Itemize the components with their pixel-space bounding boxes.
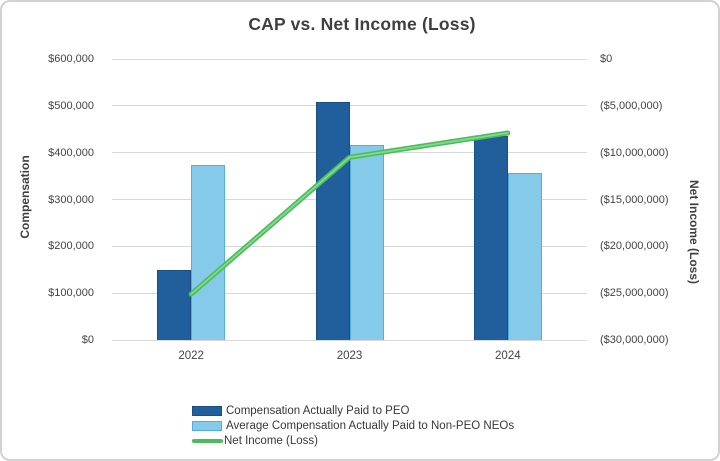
right-axis-tick-label: ($5,000,000) (600, 99, 663, 112)
gridline (112, 58, 587, 60)
legend-label-avg-cap-non-peo: Average Compensation Actually Paid to No… (226, 419, 515, 432)
legend: Compensation Actually Paid to PEO Averag… (192, 403, 514, 448)
left-axis-tick-label: $500,000 (48, 99, 94, 112)
gridline (112, 339, 587, 341)
right-axis-title: Net Income (Loss) (687, 179, 701, 284)
legend-item-net-income: Net Income (Loss) (192, 433, 514, 448)
chart-title: CAP vs. Net Income (Loss) (248, 14, 476, 34)
left-axis-tick-label: $0 (81, 334, 94, 346)
bar (315, 102, 350, 340)
bar (349, 144, 384, 340)
bar (157, 269, 192, 340)
legend-swatch-avg-cap-non-peo (192, 420, 222, 431)
x-axis-label: 2022 (178, 350, 204, 362)
gridline (112, 105, 587, 107)
bar (507, 173, 542, 340)
left-axis-tick-label: $200,000 (48, 240, 94, 253)
right-axis-tick-label: ($10,000,000) (600, 146, 669, 159)
bar (191, 165, 226, 340)
left-axis-tick-label: $300,000 (48, 193, 94, 206)
left-axis-tick-label: $100,000 (48, 287, 94, 300)
legend-swatch-cap-peo (192, 405, 222, 416)
left-axis-tick-label: $600,000 (48, 53, 94, 65)
left-axis-tick-label: $400,000 (48, 146, 94, 159)
right-axis-tick-label: ($15,000,000) (600, 193, 669, 206)
right-axis-tick-label: ($20,000,000) (600, 240, 669, 253)
legend-item-cap-peo: Compensation Actually Paid to PEO (192, 403, 514, 418)
x-axis-label: 2023 (336, 350, 363, 362)
legend-swatch-net-income (192, 438, 223, 443)
legend-label-cap-peo: Compensation Actually Paid to PEO (226, 404, 410, 417)
right-axis-tick-label: ($25,000,000) (600, 287, 669, 300)
right-axis-tick-label: $0 (600, 53, 613, 65)
legend-label-net-income: Net Income (Loss) (224, 434, 318, 447)
bar (473, 136, 508, 340)
x-axis-label: 2024 (495, 350, 521, 362)
left-axis-title: Compensation (18, 155, 32, 239)
right-axis-tick-label: ($30,000,000) (600, 334, 669, 346)
legend-item-avg-cap-non-peo: Average Compensation Actually Paid to No… (192, 418, 514, 433)
